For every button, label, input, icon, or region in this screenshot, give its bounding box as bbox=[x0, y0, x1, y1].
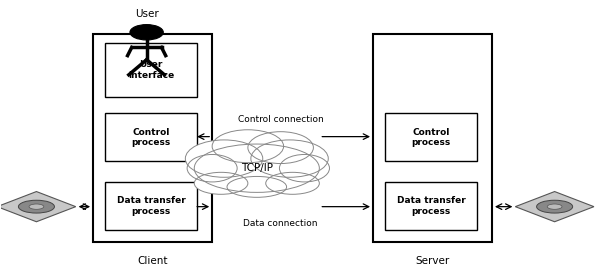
Ellipse shape bbox=[251, 140, 328, 177]
Ellipse shape bbox=[266, 172, 319, 194]
Bar bbox=[385, 113, 477, 161]
Text: Data transfer
process: Data transfer process bbox=[116, 196, 186, 216]
Polygon shape bbox=[515, 192, 594, 222]
Bar bbox=[385, 182, 477, 230]
Bar bbox=[93, 34, 212, 242]
Bar bbox=[373, 34, 492, 242]
Ellipse shape bbox=[194, 144, 319, 192]
Ellipse shape bbox=[187, 155, 237, 182]
Text: Server: Server bbox=[416, 256, 450, 266]
Ellipse shape bbox=[279, 155, 330, 182]
Text: Client: Client bbox=[137, 256, 168, 266]
Circle shape bbox=[130, 25, 164, 40]
Text: TCP/IP: TCP/IP bbox=[241, 163, 273, 173]
Text: User
interface: User interface bbox=[128, 60, 174, 80]
Ellipse shape bbox=[212, 130, 284, 163]
Ellipse shape bbox=[29, 204, 44, 209]
Bar bbox=[105, 182, 197, 230]
Ellipse shape bbox=[248, 132, 313, 164]
Ellipse shape bbox=[185, 140, 263, 177]
Ellipse shape bbox=[19, 200, 54, 213]
Text: User: User bbox=[135, 9, 158, 19]
Polygon shape bbox=[0, 192, 76, 222]
Ellipse shape bbox=[194, 172, 248, 194]
Text: Data transfer
process: Data transfer process bbox=[396, 196, 466, 216]
Ellipse shape bbox=[547, 204, 562, 209]
Bar bbox=[105, 43, 197, 97]
Text: Control
process: Control process bbox=[411, 128, 451, 147]
Text: Data connection: Data connection bbox=[244, 219, 318, 228]
Bar bbox=[105, 113, 197, 161]
Ellipse shape bbox=[227, 176, 287, 197]
Text: Control
process: Control process bbox=[131, 128, 171, 147]
Ellipse shape bbox=[537, 200, 573, 213]
Text: Control connection: Control connection bbox=[238, 115, 324, 124]
